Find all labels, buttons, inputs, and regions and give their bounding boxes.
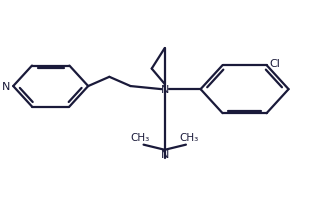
Text: CH₃: CH₃ — [131, 133, 150, 143]
Text: N: N — [2, 82, 11, 92]
Text: CH₃: CH₃ — [180, 133, 199, 143]
Text: Cl: Cl — [269, 59, 280, 69]
Text: N: N — [161, 149, 169, 159]
Text: N: N — [161, 85, 169, 95]
